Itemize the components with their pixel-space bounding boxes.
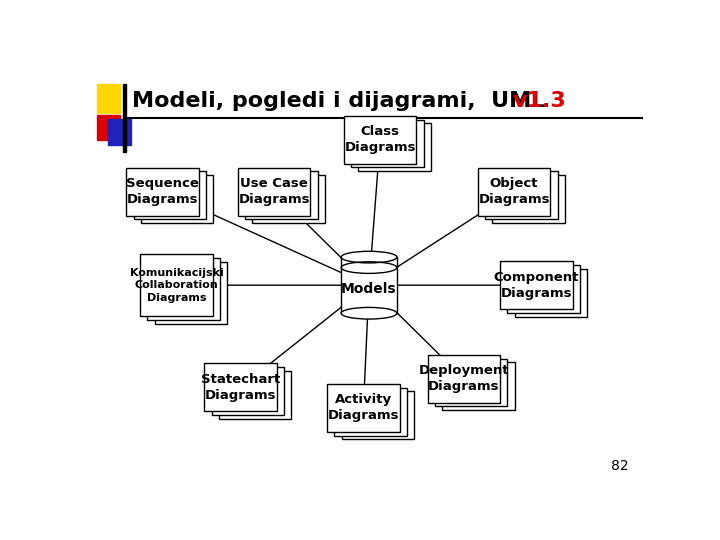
Text: v1.3: v1.3	[513, 91, 566, 111]
Bar	[342, 392, 414, 440]
Bar	[351, 119, 423, 167]
Bar	[126, 168, 199, 215]
Text: Object
Diagrams: Object Diagrams	[478, 177, 550, 206]
Bar	[500, 261, 572, 309]
Bar	[442, 362, 515, 410]
Bar	[492, 176, 565, 223]
Bar	[344, 116, 416, 164]
Bar	[96, 84, 120, 113]
Bar	[341, 257, 397, 313]
Bar	[253, 176, 325, 223]
Bar	[141, 176, 213, 223]
Text: 82: 82	[611, 459, 629, 473]
Text: Use Case
Diagrams: Use Case Diagrams	[238, 177, 310, 206]
Bar	[133, 172, 206, 219]
Bar	[212, 367, 284, 415]
Bar	[334, 388, 407, 436]
Text: Activity
Diagrams: Activity Diagrams	[328, 393, 399, 422]
Ellipse shape	[341, 307, 397, 319]
Bar	[508, 265, 580, 313]
Text: Modeli, pogledi i dijagrami,  UML: Modeli, pogledi i dijagrami, UML	[132, 91, 553, 111]
Bar	[96, 114, 120, 140]
Text: Sequence
Diagrams: Sequence Diagrams	[126, 177, 199, 206]
Text: Komunikacijski
Collaboration
Diagrams: Komunikacijski Collaboration Diagrams	[130, 268, 223, 302]
Bar	[219, 370, 292, 419]
Bar	[435, 359, 508, 407]
Text: Statechart
Diagrams: Statechart Diagrams	[201, 373, 280, 402]
Text: Models: Models	[341, 281, 397, 295]
Ellipse shape	[341, 251, 397, 263]
Bar	[245, 172, 318, 219]
Bar	[155, 262, 228, 324]
Bar	[124, 84, 126, 152]
Text: Class
Diagrams: Class Diagrams	[344, 125, 416, 154]
Bar	[478, 168, 550, 215]
Bar	[108, 119, 131, 145]
Bar	[140, 254, 213, 316]
Bar	[428, 355, 500, 403]
Text: Component
Diagrams: Component Diagrams	[494, 271, 579, 300]
Text: Deployment
Diagrams: Deployment Diagrams	[418, 364, 509, 393]
Bar	[238, 168, 310, 215]
Ellipse shape	[341, 251, 397, 263]
Bar	[359, 123, 431, 171]
Bar	[485, 172, 557, 219]
Bar	[148, 258, 220, 320]
Bar	[515, 269, 588, 316]
Bar	[327, 384, 400, 432]
Bar	[204, 363, 277, 411]
